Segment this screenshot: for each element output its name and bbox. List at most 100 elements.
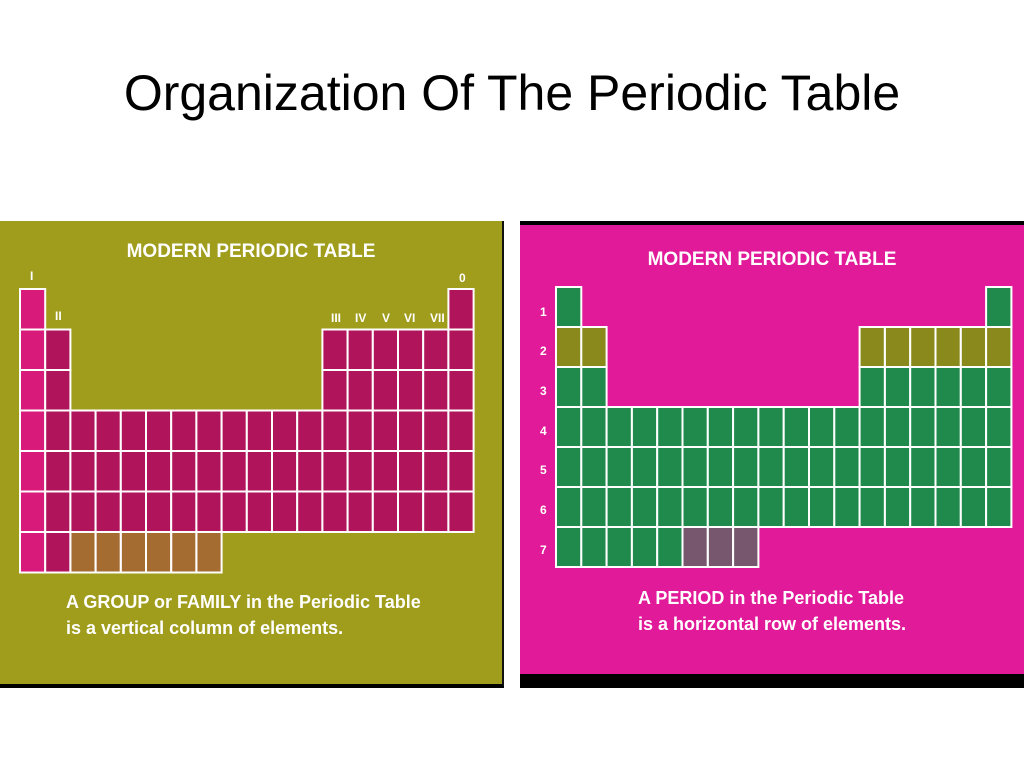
caption-line-2: is a vertical column of elements. [66,618,344,638]
period-label: 4 [540,424,547,438]
element-cell [630,486,659,528]
element-cell [757,446,785,488]
element-cell [555,326,583,368]
element-cell [145,531,173,574]
element-cell [681,526,709,568]
element-cell [447,450,475,493]
element-cell [858,486,886,528]
period-label: 3 [540,384,547,398]
element-cell [959,486,988,528]
element-cell [94,450,122,493]
element-cell [959,406,988,448]
element-cell [782,406,811,448]
element-cell [119,450,148,493]
element-cell [245,490,274,533]
periodic-table-grid [555,286,1013,568]
element-cell [555,486,583,528]
period-label: 1 [540,305,547,319]
element-cell [605,406,633,448]
element-cell [447,328,475,371]
element-cell [555,366,583,408]
element-cell [397,369,425,412]
element-cell [271,490,299,533]
element-cell [447,369,475,412]
element-cell [555,446,583,488]
element-cell [605,446,633,488]
element-cell [681,406,709,448]
element-cell [909,406,937,448]
element-cell [656,446,684,488]
element-cell [19,328,47,371]
group-label: V [382,311,391,325]
element-cell [605,486,633,528]
element-cell [195,450,223,493]
page-title: Organization Of The Periodic Table [123,65,901,121]
group-label: VII [430,311,445,325]
element-cell [346,450,374,493]
element-cell [170,490,198,533]
group-slide-image: MODERN PERIODIC TABLE I II III IV V VI V… [0,221,504,688]
element-cell [447,409,475,452]
element-cell [321,409,349,452]
element-cell [782,486,811,528]
element-cell [94,531,122,574]
element-cell [883,326,912,368]
group-label: IV [355,311,367,325]
element-cell [422,409,450,452]
element-cell [883,366,912,408]
element-cell [271,450,299,493]
element-cell [44,450,72,493]
element-cell [447,490,475,533]
slide-heading: MODERN PERIODIC TABLE [126,241,376,262]
group-label: VI [404,311,416,325]
element-cell [732,526,760,568]
element-cell [706,486,735,528]
element-cell [858,406,886,448]
element-cell [706,406,735,448]
element-cell [757,486,785,528]
element-cell [782,446,811,488]
element-cell [69,450,97,493]
element-cell [145,409,173,452]
element-cell [19,369,47,412]
element-cell [909,366,937,408]
slide-heading: MODERN PERIODIC TABLE [647,249,897,270]
element-cell [94,490,122,533]
element-cell [245,409,274,452]
element-cell [732,486,760,528]
element-cell [706,446,735,488]
element-cell [19,450,47,493]
caption-line-1: A PERIOD in the Periodic Table [638,588,905,608]
element-cell [44,490,72,533]
element-cell [630,406,659,448]
periodic-table-grid [19,288,475,574]
element-cell [934,486,962,528]
group-label: II [55,309,62,323]
element-cell [371,328,399,371]
element-cell [833,406,861,448]
element-cell [985,486,1013,528]
element-cell [170,409,198,452]
element-cell [195,531,223,574]
element-cell [321,450,349,493]
element-cell [69,409,97,452]
element-cell [296,490,324,533]
element-cell [909,486,937,528]
element-cell [959,366,988,408]
element-cell [757,406,785,448]
element-cell [119,490,148,533]
period-label: 5 [540,463,547,477]
element-cell [934,366,962,408]
element-cell [119,531,148,574]
element-cell [19,409,47,452]
element-cell [371,369,399,412]
element-cell [959,446,988,488]
element-cell [909,326,937,368]
group-label: 0 [459,271,466,285]
element-cell [580,486,608,528]
group-label: I [30,269,34,283]
element-cell [656,486,684,528]
element-cell [580,326,608,368]
element-cell [447,288,475,331]
element-cell [808,486,836,528]
